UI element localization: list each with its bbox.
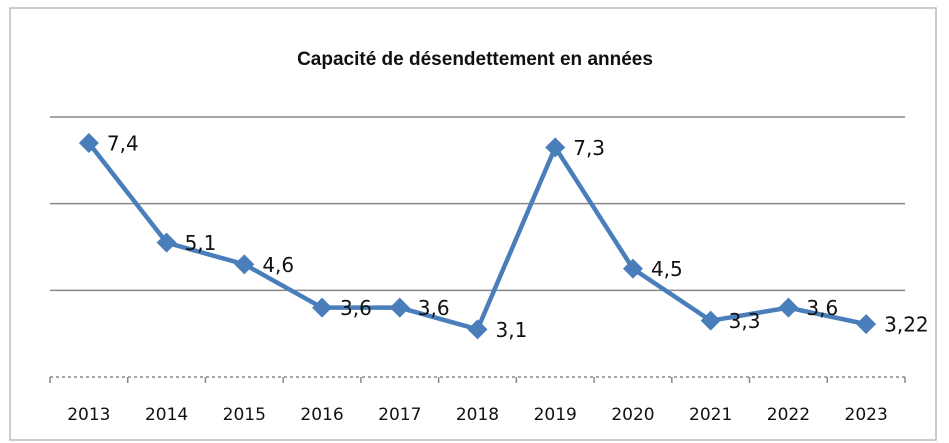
data-label: 3,1: [496, 318, 528, 342]
data-label: 3,3: [729, 309, 761, 333]
marker: [156, 232, 177, 253]
data-label: 5,1: [185, 231, 217, 255]
x-tick-label: 2022: [767, 405, 810, 425]
x-tick-label: 2019: [534, 405, 577, 425]
data-label: 7,3: [573, 136, 605, 160]
x-tick-label: 2014: [145, 405, 188, 425]
data-label: 3,6: [340, 296, 372, 320]
marker: [622, 258, 643, 279]
x-tick-label: 2018: [456, 405, 499, 425]
data-label: 4,5: [651, 257, 683, 281]
x-tick-label: 2015: [223, 405, 266, 425]
data-label: 4,6: [262, 253, 294, 277]
data-label: 7,4: [107, 132, 139, 156]
marker: [467, 319, 488, 340]
marker: [700, 310, 721, 331]
x-tick-label: 2023: [845, 405, 888, 425]
marker: [778, 297, 799, 318]
marker: [856, 314, 877, 335]
marker: [389, 297, 410, 318]
data-label: 3,22: [884, 313, 929, 337]
data-label: 3,6: [418, 296, 450, 320]
marker: [312, 297, 333, 318]
x-tick-label: 2016: [300, 405, 343, 425]
data-label: 3,6: [806, 296, 838, 320]
chart-border: [9, 7, 937, 441]
chart-title: Capacité de désendettement en années: [297, 49, 653, 70]
marker: [545, 137, 566, 158]
marker: [234, 254, 255, 275]
x-tick-label: 2017: [378, 405, 421, 425]
marker: [78, 133, 99, 153]
x-tick-label: 2021: [689, 405, 732, 425]
x-tick-label: 2013: [67, 405, 110, 425]
x-tick-label: 2020: [611, 405, 654, 425]
